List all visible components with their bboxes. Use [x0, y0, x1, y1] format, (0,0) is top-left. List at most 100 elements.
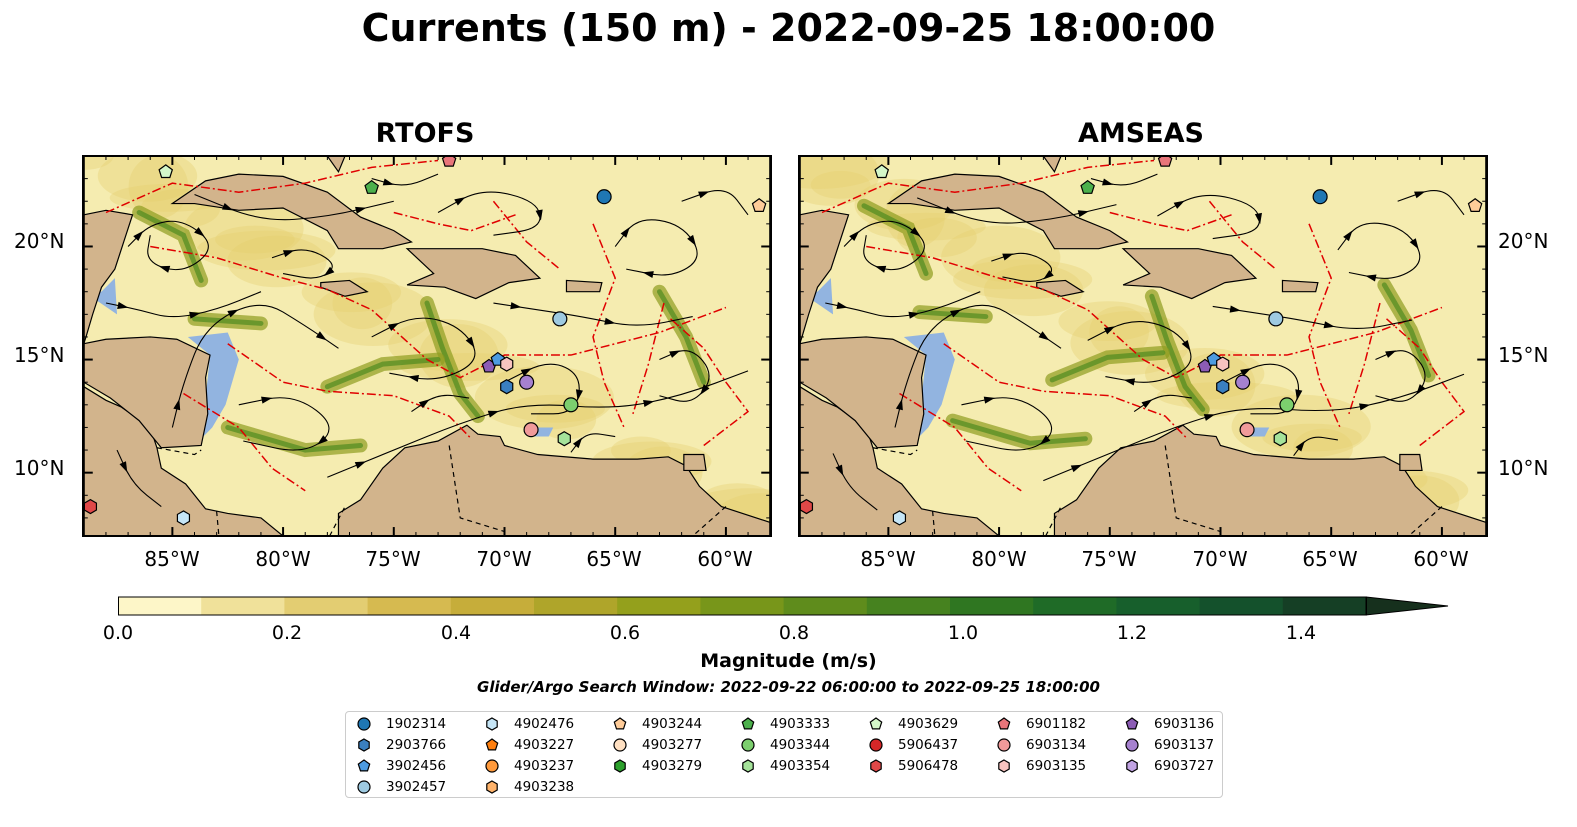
streamline-arrow	[117, 301, 129, 309]
legend-label: 5906437	[898, 737, 959, 753]
streamline-arrow	[983, 396, 995, 404]
streamline	[825, 291, 981, 318]
streamline-arrow	[1203, 414, 1216, 421]
legend-label: 4903277	[642, 737, 703, 753]
streamline-arrow	[454, 197, 466, 206]
land-mass	[83, 336, 211, 449]
country-border	[1164, 445, 1221, 533]
streamline-arrow	[604, 317, 616, 325]
streamline-arrow	[1414, 191, 1426, 199]
streamline-arrow	[227, 309, 239, 318]
legend-label: 4903629	[898, 716, 959, 732]
streamline-arrow	[194, 227, 205, 237]
lat-label-10n: 10°N	[14, 456, 65, 480]
eez-boundary	[150, 245, 727, 379]
float-marker-6901182	[1157, 156, 1173, 167]
lat-label-20n-right: 20°N	[1498, 229, 1549, 253]
legend-label: 4903244	[642, 716, 703, 732]
hexagon-marker-icon	[742, 759, 754, 773]
streamline-arrow	[1103, 326, 1116, 335]
lat-label-15n-right: 15°N	[1498, 343, 1549, 367]
land-mass	[170, 173, 413, 250]
pentagon-marker-icon	[741, 717, 755, 730]
speed-patch	[505, 394, 606, 423]
colorbar-segment	[450, 597, 535, 615]
float-marker-4903344	[1279, 397, 1295, 413]
float-marker-4903244	[1467, 198, 1483, 213]
float-marker-6903134	[523, 422, 539, 438]
circle-marker-icon	[741, 738, 755, 752]
float-marker-1902314	[596, 189, 612, 205]
speed-patch	[1293, 428, 1353, 469]
colorbar-tick: 1.2	[1116, 622, 1148, 644]
land-mass	[683, 453, 707, 472]
legend-label: 1902314	[386, 716, 447, 732]
country-border	[156, 447, 202, 456]
float-legend: 1902314 2903766 3902456 3902457 4902476 49032…	[345, 711, 1223, 798]
streamline-arrow	[874, 265, 887, 273]
streamline-arrow	[908, 311, 920, 319]
float-marker-2903766	[1216, 379, 1230, 395]
streamline-arrow	[261, 396, 273, 404]
country-border	[1408, 506, 1443, 536]
streamline-arrow	[1102, 178, 1114, 186]
float-marker-6903137	[519, 374, 535, 390]
streamline-arrow	[387, 322, 400, 331]
streamline	[1157, 194, 1260, 240]
hexagon-marker-icon	[486, 717, 498, 731]
legend-label: 4902476	[514, 716, 575, 732]
legend-label: 6903134	[1026, 737, 1087, 753]
eez-boundary	[1308, 223, 1341, 428]
country-border	[932, 511, 936, 536]
speed-patch	[1089, 306, 1149, 358]
map-canvas	[83, 156, 771, 536]
streamline-arrow	[575, 389, 583, 401]
land-mass	[1053, 424, 1487, 536]
land-mass	[1121, 248, 1258, 300]
hexagon-marker-icon	[614, 759, 626, 773]
streamline-arrow	[1295, 389, 1303, 401]
legend-label: 6901182	[1026, 716, 1087, 732]
streamline-arrow	[133, 230, 144, 242]
legend-label: 4903354	[770, 758, 831, 774]
country-border	[448, 445, 505, 533]
land-mass	[1042, 156, 1062, 174]
lat-label-20n: 20°N	[14, 229, 65, 253]
streamline-arrow	[669, 350, 681, 358]
streamline-arrow	[487, 410, 500, 418]
streamline-arrow	[354, 461, 367, 469]
streamline-arrow	[407, 375, 420, 383]
float-marker-4903244	[751, 198, 767, 213]
lon-label-70w-right: 70°W	[1192, 547, 1248, 571]
eez-boundary	[1208, 200, 1277, 270]
shallow-water	[83, 278, 118, 315]
map-panel-amseas[interactable]	[798, 155, 1488, 537]
map-canvas	[799, 156, 1487, 536]
streamline	[194, 193, 394, 221]
streamline-arrow	[158, 265, 171, 273]
streamline-arrow	[1359, 403, 1371, 411]
hexagon-marker-icon	[358, 738, 370, 752]
eez-boundary	[227, 343, 472, 440]
eez-boundary	[943, 343, 1188, 440]
pentagon-marker-icon	[869, 717, 883, 730]
colorbar-tick: 0.6	[609, 622, 641, 644]
legend-label: 3902456	[386, 758, 447, 774]
figure-title: Currents (150 m) - 2022-09-25 18:00:00	[361, 6, 1216, 50]
streamline-arrow	[520, 368, 532, 377]
streamline-arrow	[1323, 321, 1335, 329]
streamline-arrow	[1343, 230, 1353, 242]
streamline	[991, 252, 1053, 282]
colorbar-segment	[118, 597, 202, 615]
map-panel-rtofs[interactable]	[82, 155, 772, 537]
streamline-arrow	[910, 227, 921, 237]
legend-label: 4903279	[642, 758, 703, 774]
streamline-arrow	[189, 311, 201, 319]
colorbar-tick: 1.0	[947, 622, 979, 644]
speed-patch	[1058, 301, 1158, 342]
legend-label: 6903135	[1026, 758, 1087, 774]
streamline-arrow	[895, 399, 903, 411]
colorbar-label: Magnitude (m/s)	[700, 650, 877, 672]
speed-patch	[799, 156, 889, 189]
streamline-arrow	[620, 227, 630, 238]
